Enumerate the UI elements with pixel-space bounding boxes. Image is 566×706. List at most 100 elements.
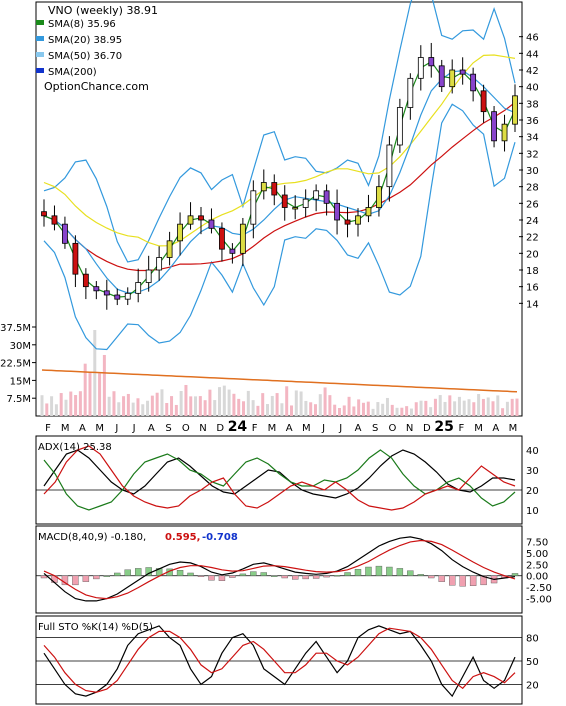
volume-tick-label: 22.5M	[0, 359, 31, 370]
macd-histogram-bar	[82, 575, 90, 582]
volume-bar	[136, 398, 140, 416]
volume-bar	[361, 402, 365, 416]
macd-histogram-bar	[40, 575, 48, 579]
series-line-macd	[43, 536, 516, 602]
volume-bar	[477, 394, 481, 416]
price-tick-label: 30	[526, 166, 539, 177]
volume-bar	[385, 397, 389, 416]
candle-body	[239, 223, 246, 254]
volume-bar	[390, 404, 394, 416]
volume-bar	[347, 396, 351, 416]
price-tick-label: 16	[526, 283, 539, 294]
macd-histogram-bar	[333, 575, 341, 577]
volume-bar	[491, 401, 495, 416]
macd-histogram-bar	[197, 575, 205, 577]
candle-body	[407, 77, 414, 108]
panel-tick-label: 80	[526, 634, 539, 645]
volume-bar	[131, 402, 135, 416]
volume-bar	[170, 396, 174, 416]
volume-bar	[409, 408, 413, 416]
x-tick-label: A	[148, 423, 155, 434]
x-axis-labels: F M A M J J A S O N D 24 F M A M J J A S O N D 25 F M A M	[45, 419, 517, 435]
panel-tick-label: 20	[526, 486, 539, 497]
candle-body	[124, 292, 131, 300]
price-tick-label: 40	[526, 83, 539, 94]
volume-bar	[328, 395, 332, 416]
volume-bar	[213, 400, 217, 416]
volume-bar	[285, 386, 289, 416]
volume-bar	[366, 401, 370, 416]
legend-swatch-sma200	[36, 68, 44, 73]
x-tick-label: F	[252, 423, 258, 434]
candle-body	[260, 182, 267, 192]
macd-histogram-bar	[511, 573, 519, 576]
volume-bar	[515, 398, 519, 416]
volume-bar	[318, 394, 322, 416]
volume-bar	[496, 395, 500, 416]
x-tick-label: A	[286, 423, 293, 434]
x-tick-label: M	[302, 423, 311, 434]
price-tick-label: 34	[526, 133, 539, 144]
volume-bar	[289, 405, 293, 416]
panel-tick-label: 0.00	[526, 572, 548, 583]
x-tick-label: S	[165, 423, 171, 434]
candlesticks	[41, 42, 518, 310]
macd-histogram-bar	[449, 575, 456, 586]
price-panel: 46 44 42 40 38 36 34 32 30 28 26 24 22 20 18 16 14 37.5M…	[0, 0, 539, 417]
x-tick-label: 24	[228, 419, 248, 435]
volume-bar	[294, 390, 298, 416]
macd-panel-frame	[35, 525, 523, 614]
macd-histogram-bar	[93, 575, 100, 580]
panel-tick-label: -2.50	[526, 583, 552, 594]
x-tick-label: M	[95, 423, 104, 434]
stochastic-panel: 80 50 20 Full STO %K(14) %D(5)	[35, 615, 539, 705]
volume-bar	[395, 407, 399, 416]
volume-bar	[467, 399, 471, 416]
volume-bar	[414, 402, 418, 416]
volume-bar	[261, 393, 265, 416]
price-tick-label: 14	[526, 299, 539, 310]
candle-body	[501, 123, 508, 142]
macd-signal-value: -0.708	[202, 532, 238, 543]
candle-body	[208, 219, 215, 229]
volume-tick-label: 30M	[10, 341, 31, 352]
macd-histogram-bar	[312, 575, 320, 579]
sma8-line	[43, 60, 516, 298]
price-tick-label: 28	[526, 183, 539, 194]
macd-value: 0.595,	[165, 532, 200, 543]
macd-histogram-bar	[354, 569, 362, 576]
macd-title: MACD(8,40,9) -0.180,	[38, 532, 146, 543]
candle-body	[72, 242, 79, 275]
price-tick-label: 44	[526, 49, 539, 60]
sma20-line	[43, 70, 516, 294]
macd-histogram	[40, 565, 519, 587]
x-tick-label: A	[355, 423, 362, 434]
legend-sma8: SMA(8) 35.96	[48, 19, 116, 30]
panel-tick-label: 40	[526, 446, 539, 457]
moving-averages	[43, 60, 516, 298]
volume-bar	[184, 384, 188, 416]
volume-bar	[501, 408, 505, 416]
macd-series	[43, 536, 516, 602]
volume-bar	[107, 396, 111, 416]
volume-tick-label: 37.5M	[0, 323, 31, 334]
macd-histogram-bar	[323, 575, 330, 578]
macd-histogram-bar	[417, 574, 424, 576]
macd-histogram-bar	[72, 575, 79, 586]
volume-bar	[112, 391, 116, 416]
macd-histogram-bar	[124, 569, 131, 576]
candle-body	[198, 215, 204, 221]
volume-bar	[69, 391, 73, 416]
volume-bar	[78, 391, 82, 416]
volume-bar	[462, 400, 466, 416]
candle-body	[323, 190, 330, 204]
macd-histogram-bar	[396, 568, 404, 576]
macd-histogram-bar	[176, 570, 184, 576]
volume-bars	[40, 330, 519, 416]
series-line--di	[43, 445, 516, 511]
adx-title: ADX(14) 25.38	[38, 442, 112, 453]
sma-long-line	[43, 102, 516, 272]
candle-body	[417, 57, 424, 79]
macd-histogram-bar	[239, 573, 247, 576]
volume-bar	[64, 399, 68, 416]
